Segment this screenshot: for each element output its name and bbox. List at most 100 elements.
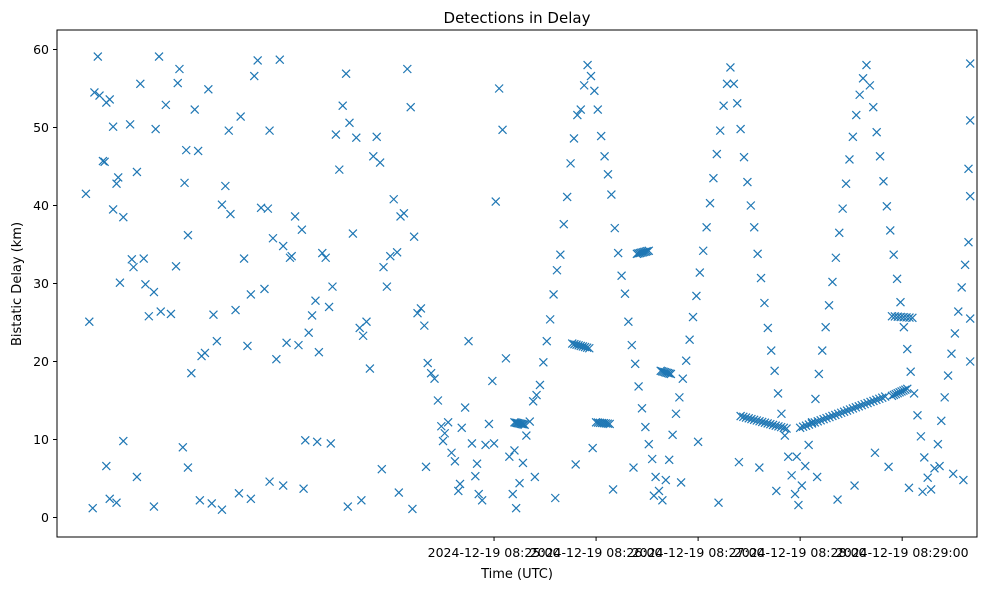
y-axis-label: Bistatic Delay (km)	[10, 222, 25, 346]
data-point	[879, 176, 888, 186]
data-point	[862, 60, 871, 70]
data-point	[341, 69, 351, 79]
y-tick-label: 10	[33, 432, 49, 447]
data-point	[930, 463, 939, 473]
data-point	[588, 443, 598, 453]
data-point	[348, 229, 358, 239]
data-point	[902, 344, 912, 354]
data-point	[149, 287, 159, 297]
data-point	[457, 423, 467, 433]
data-point	[965, 59, 975, 68]
data-point	[907, 313, 917, 323]
data-point	[640, 422, 650, 432]
y-axis: 0 10 20 30 40 50 60	[33, 42, 57, 525]
data-point	[200, 348, 210, 358]
data-point	[657, 495, 667, 505]
data-point	[732, 98, 742, 108]
data-point	[220, 181, 230, 191]
data-point	[848, 404, 858, 413]
data-point	[874, 394, 884, 404]
data-point	[246, 289, 256, 299]
data-point	[948, 469, 958, 479]
data-point	[848, 132, 858, 142]
data-point	[811, 394, 820, 404]
data-point	[212, 336, 222, 346]
data-point	[712, 149, 722, 159]
data-point	[132, 167, 142, 177]
data-point	[101, 461, 111, 471]
data-point	[132, 472, 142, 482]
data-point	[868, 102, 878, 112]
data-point	[379, 262, 388, 272]
data-point	[95, 91, 104, 100]
data-point	[460, 403, 470, 412]
data-point	[550, 493, 560, 503]
data-point	[641, 247, 651, 256]
data-point	[629, 463, 638, 473]
data-point	[399, 208, 409, 218]
data-point	[782, 424, 791, 434]
data-point	[797, 481, 807, 490]
data-point	[290, 211, 300, 221]
data-point	[715, 126, 725, 136]
data-point	[601, 419, 611, 428]
data-point	[112, 179, 121, 189]
data-point	[304, 328, 314, 338]
data-point	[765, 419, 775, 429]
data-point	[739, 152, 749, 162]
data-point	[328, 282, 337, 292]
data-point	[950, 328, 960, 338]
data-point	[610, 223, 620, 233]
data-point	[603, 169, 613, 179]
data-point	[125, 119, 135, 129]
data-point	[265, 477, 274, 487]
data-point	[538, 357, 548, 367]
data-point	[787, 470, 797, 480]
data-point	[617, 271, 627, 281]
data-point	[521, 431, 531, 441]
data-point	[634, 382, 644, 391]
data-point	[702, 222, 712, 232]
data-point	[470, 471, 480, 481]
data-point	[860, 399, 870, 409]
data-point	[814, 369, 824, 379]
data-point	[287, 251, 297, 261]
data-point	[300, 435, 310, 445]
data-point	[666, 369, 676, 379]
data-point	[822, 413, 831, 423]
data-point	[453, 486, 463, 496]
data-point	[663, 368, 673, 378]
data-point	[902, 384, 912, 394]
data-point	[430, 374, 439, 384]
data-point	[501, 353, 511, 363]
data-point	[203, 84, 213, 94]
data-point	[918, 487, 928, 497]
data-point	[935, 461, 945, 471]
data-point	[836, 408, 846, 418]
data-point	[260, 284, 269, 294]
data-point	[940, 392, 950, 402]
data-point	[307, 311, 317, 320]
data-point	[943, 371, 953, 380]
data-point	[455, 479, 465, 489]
data-point	[792, 452, 802, 462]
data-point	[183, 230, 193, 240]
data-point	[841, 179, 851, 189]
data-point	[965, 314, 975, 324]
data-point	[681, 356, 691, 366]
data-point	[819, 414, 829, 424]
data-point	[885, 226, 895, 235]
data-point	[825, 412, 834, 422]
data-point	[481, 440, 490, 450]
data-point	[183, 463, 193, 473]
data-point	[678, 374, 688, 384]
data-point	[520, 420, 530, 430]
data-point	[392, 247, 402, 257]
data-point	[209, 310, 218, 320]
data-point	[552, 265, 562, 275]
data-point	[151, 124, 161, 134]
data-point	[953, 307, 963, 317]
data-point	[334, 165, 344, 175]
